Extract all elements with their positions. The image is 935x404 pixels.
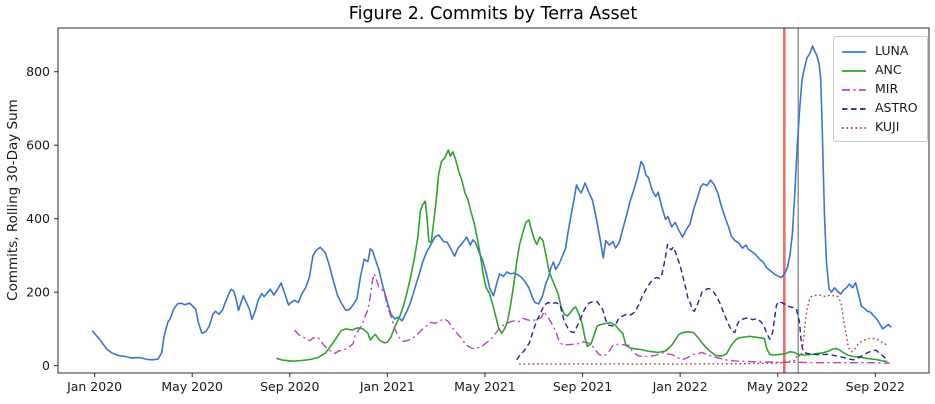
x-tick-label: Jan 2022 <box>652 379 708 394</box>
chart-title: Figure 2. Commits by Terra Asset <box>349 4 638 24</box>
x-tick-label: Sep 2020 <box>260 379 319 394</box>
y-tick-label: 200 <box>26 284 50 299</box>
legend-label: KUJI <box>875 119 900 135</box>
x-tick-label: Jan 2020 <box>66 379 122 394</box>
legend-label: ANC <box>875 62 902 78</box>
legend-item-astro: ASTRO <box>840 99 921 118</box>
series-line-mir <box>294 273 890 364</box>
series-line-luna <box>91 45 892 361</box>
kuji-line-sample-icon <box>842 126 866 129</box>
x-tick-label: Jan 2021 <box>359 379 415 394</box>
y-tick-label: 400 <box>26 211 50 226</box>
series-line-astro <box>516 243 889 361</box>
series-line-anc <box>276 149 888 363</box>
legend-label: MIR <box>875 81 899 97</box>
legend-label: LUNA <box>875 43 909 59</box>
luna-line-sample-icon <box>842 50 866 53</box>
plot-border <box>57 27 930 374</box>
x-tick-label: Sep 2021 <box>553 379 612 394</box>
plot-area: 0 200 400 600 800 Jan 2020 May 2020 Sep 2020 Jan… <box>26 28 905 394</box>
x-tick-label: May 2022 <box>747 379 809 394</box>
legend-item-kuji: KUJI <box>840 118 921 137</box>
anc-line-sample-icon <box>842 69 866 72</box>
legend-item-luna: LUNA <box>840 42 921 61</box>
x-tick-label: Sep 2022 <box>846 379 905 394</box>
y-tick-label: 600 <box>26 138 50 153</box>
legend-item-mir: MIR <box>840 80 921 99</box>
y-tick-label: 0 <box>42 358 50 373</box>
legend: LUNA ANC MIR ASTRO KUJI <box>833 36 928 142</box>
y-tick-label: 800 <box>26 64 50 79</box>
mir-line-sample-icon <box>842 88 866 91</box>
x-tick-label: May 2020 <box>161 379 223 394</box>
x-tick-label: May 2021 <box>454 379 516 394</box>
legend-label: ASTRO <box>875 100 918 116</box>
astro-line-sample-icon <box>842 107 866 110</box>
legend-item-anc: ANC <box>840 61 921 80</box>
y-axis-label: Commits, Rolling 30-Day Sum <box>5 99 21 301</box>
